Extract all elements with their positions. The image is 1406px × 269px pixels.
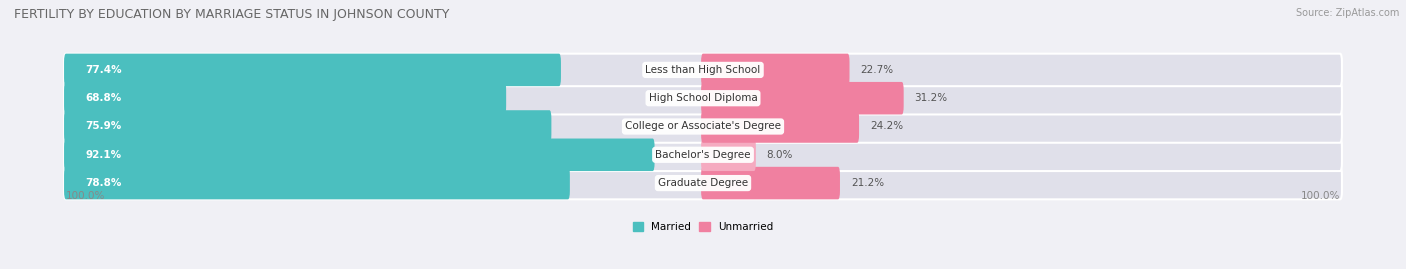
FancyBboxPatch shape (65, 110, 1341, 143)
Text: Source: ZipAtlas.com: Source: ZipAtlas.com (1295, 8, 1399, 18)
Text: 24.2%: 24.2% (870, 122, 903, 132)
Text: 8.0%: 8.0% (766, 150, 793, 160)
Text: 77.4%: 77.4% (86, 65, 122, 75)
FancyBboxPatch shape (702, 139, 756, 171)
FancyBboxPatch shape (65, 54, 561, 86)
FancyBboxPatch shape (65, 82, 1341, 115)
Text: High School Diploma: High School Diploma (648, 93, 758, 103)
FancyBboxPatch shape (65, 167, 1341, 199)
Text: 22.7%: 22.7% (860, 65, 893, 75)
Text: 100.0%: 100.0% (66, 192, 105, 201)
FancyBboxPatch shape (65, 82, 506, 115)
FancyBboxPatch shape (65, 167, 569, 199)
Text: 68.8%: 68.8% (86, 93, 121, 103)
Text: College or Associate's Degree: College or Associate's Degree (626, 122, 780, 132)
Text: 92.1%: 92.1% (86, 150, 121, 160)
Text: Graduate Degree: Graduate Degree (658, 178, 748, 188)
Text: 78.8%: 78.8% (86, 178, 121, 188)
FancyBboxPatch shape (65, 110, 551, 143)
Legend: Married, Unmarried: Married, Unmarried (633, 222, 773, 232)
FancyBboxPatch shape (702, 54, 849, 86)
FancyBboxPatch shape (65, 139, 655, 171)
Text: 75.9%: 75.9% (86, 122, 121, 132)
Text: Bachelor's Degree: Bachelor's Degree (655, 150, 751, 160)
FancyBboxPatch shape (65, 54, 1341, 86)
FancyBboxPatch shape (702, 82, 904, 115)
FancyBboxPatch shape (702, 167, 839, 199)
Text: Less than High School: Less than High School (645, 65, 761, 75)
FancyBboxPatch shape (702, 110, 859, 143)
Text: 31.2%: 31.2% (914, 93, 948, 103)
Text: FERTILITY BY EDUCATION BY MARRIAGE STATUS IN JOHNSON COUNTY: FERTILITY BY EDUCATION BY MARRIAGE STATU… (14, 8, 450, 21)
Text: 21.2%: 21.2% (851, 178, 884, 188)
Text: 100.0%: 100.0% (1301, 192, 1340, 201)
FancyBboxPatch shape (65, 139, 1341, 171)
